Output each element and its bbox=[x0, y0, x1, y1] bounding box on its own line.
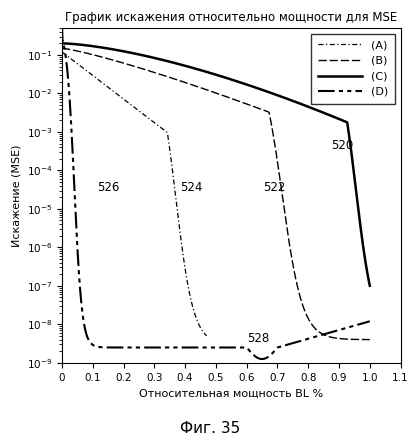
Text: 524: 524 bbox=[181, 180, 203, 194]
Text: 522: 522 bbox=[264, 180, 286, 194]
X-axis label: Относительная мощность BL %: Относительная мощность BL % bbox=[139, 388, 323, 398]
Y-axis label: Искажение (MSE): Искажение (MSE) bbox=[11, 144, 21, 247]
Text: 528: 528 bbox=[247, 332, 269, 345]
Text: Фиг. 35: Фиг. 35 bbox=[180, 422, 240, 436]
Text: 520: 520 bbox=[331, 139, 354, 153]
Legend: (A), (B), (C), (D): (A), (B), (C), (D) bbox=[311, 33, 395, 103]
Title: График искажения относительно мощности для MSE: График искажения относительно мощности д… bbox=[65, 11, 397, 24]
Text: 526: 526 bbox=[97, 180, 120, 194]
